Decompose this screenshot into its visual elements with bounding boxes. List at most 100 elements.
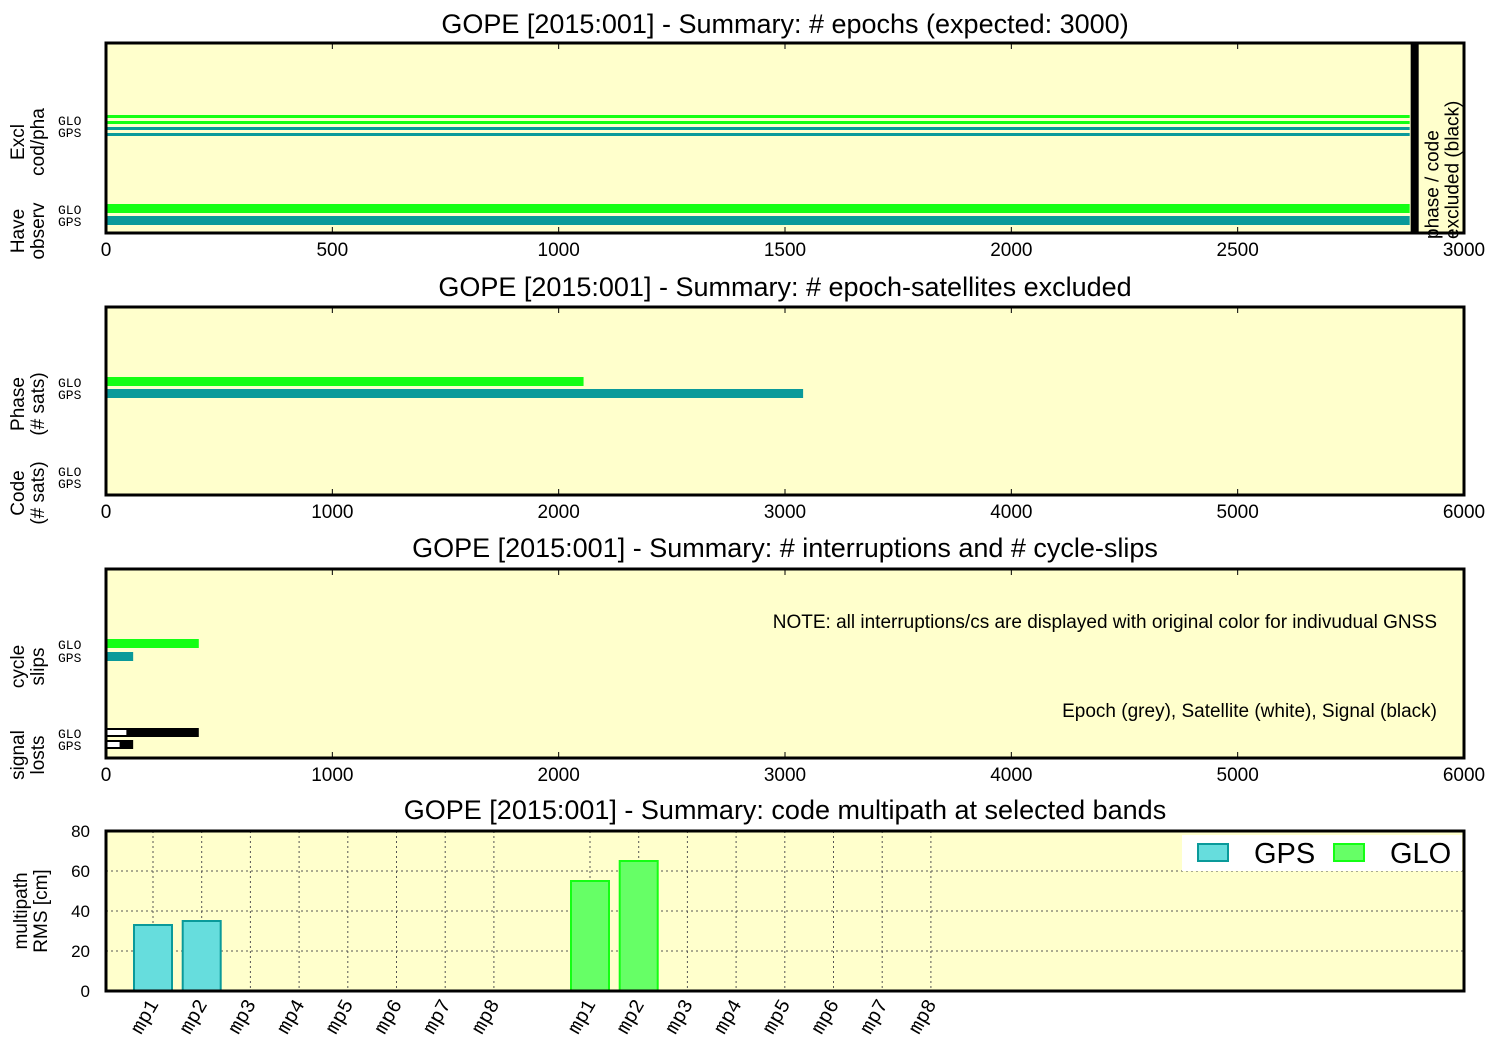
- plot-area: [106, 569, 1464, 758]
- x-tick-label: 0: [101, 240, 112, 261]
- y-tick-label: 40: [71, 902, 90, 921]
- x-tick-label: 500: [316, 240, 348, 261]
- note-text: NOTE: all interruptions/cs are displayed…: [773, 612, 1437, 633]
- bar-glo-signal: [106, 728, 199, 737]
- x-tick-label-group: mp6: [808, 996, 846, 1039]
- panel-1: GOPE [2015:001] - Summary: # epochs (exp…: [8, 9, 1485, 261]
- group-label-line: (# sats): [28, 461, 49, 524]
- bar-glo: [106, 204, 1410, 213]
- x-tick-label: 1500: [764, 240, 806, 261]
- group-label: Phase (# sats): [8, 372, 49, 435]
- x-tick-label: 3000: [1443, 240, 1485, 261]
- system-label: GPS: [58, 477, 82, 492]
- group-label: Code (# sats): [8, 461, 49, 524]
- group-label-line: Phase: [8, 377, 29, 431]
- x-tick-label-group: mp3: [225, 996, 263, 1039]
- panel-4: GOPE [2015:001] - Summary: code multipat…: [11, 795, 1466, 1039]
- legend: GPS GLO: [1182, 835, 1462, 871]
- system-label: GLO: [58, 376, 82, 391]
- bar-glo: [106, 115, 1410, 118]
- system-label: GPS: [58, 215, 82, 230]
- x-tick-label: mp3: [662, 996, 700, 1039]
- chart-title: GOPE [2015:001] - Summary: # epoch-satel…: [438, 272, 1131, 302]
- x-tick-label-group: mp6: [371, 996, 409, 1039]
- x-tick-label: mp2: [613, 996, 651, 1039]
- x-tick-label: mp8: [905, 996, 943, 1039]
- bar-glo-satellite: [106, 730, 127, 735]
- legend-swatch-gps: [1197, 843, 1229, 862]
- y-tick-label: 80: [71, 822, 90, 841]
- plot-frame: [104, 829, 1466, 993]
- marker-label-line: excluded (black): [1443, 101, 1464, 239]
- group-label-line: signal: [8, 730, 29, 780]
- x-tick-label: mp5: [322, 996, 360, 1039]
- group-label-line: Code: [8, 470, 29, 515]
- x-tick-label-group: mp8: [468, 996, 506, 1039]
- bar-gps: [181, 920, 222, 992]
- x-tick-label-group: mp4: [710, 996, 748, 1039]
- plot-area: [106, 43, 1464, 233]
- group-label: Excl cod/pha: [8, 108, 49, 176]
- x-tick-label: mp7: [419, 996, 457, 1039]
- x-tick-label-group: mp7: [419, 996, 457, 1039]
- x-tick-label-group: mp5: [322, 996, 360, 1039]
- group-label-line: Excl: [8, 124, 29, 160]
- bar-gps-satellite: [106, 742, 120, 747]
- x-tick-label: 2000: [990, 240, 1032, 261]
- x-tick-label: 3000: [764, 765, 806, 786]
- legend-label-glo: GLO: [1390, 838, 1451, 870]
- x-tick-label: 4000: [990, 765, 1032, 786]
- group-label-line: cod/pha: [28, 108, 49, 176]
- bar-gps: [106, 389, 804, 398]
- marker-label-line: phase / code: [1423, 130, 1444, 239]
- y-tick-label: 20: [71, 942, 90, 961]
- x-tick-label-group: mp5: [759, 996, 797, 1039]
- system-label: GPS: [58, 388, 82, 403]
- panel-2: GOPE [2015:001] - Summary: # epoch-satel…: [8, 272, 1485, 525]
- x-tick-label: mp6: [371, 996, 409, 1039]
- x-tick-label: 0: [101, 765, 112, 786]
- x-tick-label: 4000: [990, 502, 1032, 523]
- system-label: GPS: [58, 739, 82, 754]
- system-label: GLO: [58, 638, 82, 653]
- y-axis-label: multipath RMS [cm]: [11, 869, 52, 952]
- x-tick-label-group: mp2: [176, 996, 214, 1039]
- x-tick-label: mp1: [564, 996, 602, 1039]
- x-tick-label-group: mp4: [273, 996, 311, 1039]
- chart-title: GOPE [2015:001] - Summary: # epochs (exp…: [441, 9, 1128, 39]
- legend-swatch-glo: [1333, 843, 1365, 862]
- x-tick-label: mp2: [176, 996, 214, 1039]
- system-label: GLO: [58, 727, 82, 742]
- legend-note-text: Epoch (grey), Satellite (white), Signal …: [1062, 701, 1437, 722]
- x-tick-label-group: mp7: [856, 996, 894, 1039]
- x-tick-label-group: mp1: [127, 996, 165, 1039]
- y-axis-label-line: multipath: [11, 872, 32, 949]
- group-label-line: cycle: [8, 645, 29, 688]
- y-tick-label: 0: [81, 982, 90, 1001]
- plot-frame: [104, 41, 1466, 235]
- system-label: GLO: [58, 203, 82, 218]
- x-tick-label-group: mp8: [905, 996, 943, 1039]
- group-label: Have observ: [8, 202, 49, 260]
- plot-frame: [104, 305, 1466, 497]
- x-tick-label: mp7: [856, 996, 894, 1039]
- bar-gps: [106, 127, 1410, 130]
- group-label-line: losts: [28, 735, 49, 774]
- x-tick-label: mp1: [127, 996, 165, 1039]
- x-tick-label: 6000: [1443, 502, 1485, 523]
- x-tick-label: 1000: [311, 765, 353, 786]
- system-label: GLO: [58, 465, 82, 480]
- x-tick-label: 2000: [538, 765, 580, 786]
- x-tick-label-group: mp3: [662, 996, 700, 1039]
- panel-3: GOPE [2015:001] - Summary: # interruptio…: [8, 533, 1485, 786]
- x-tick-label: 2500: [1217, 240, 1259, 261]
- x-tick-label: mp4: [273, 996, 311, 1039]
- legend-label-gps: GPS: [1254, 838, 1315, 870]
- plot-area: [106, 307, 1464, 495]
- x-tick-label: mp6: [808, 996, 846, 1039]
- group-label-line: slips: [28, 647, 49, 685]
- system-label: GPS: [58, 651, 82, 666]
- x-tick-label: 5000: [1217, 502, 1259, 523]
- x-tick-label: mp8: [468, 996, 506, 1039]
